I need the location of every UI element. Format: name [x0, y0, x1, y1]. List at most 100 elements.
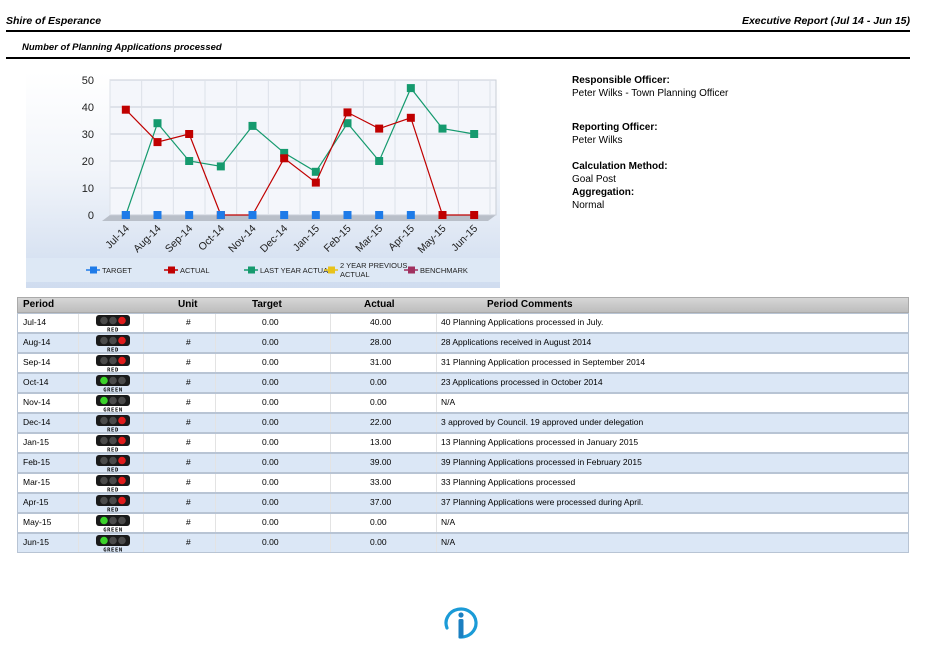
- col-unit: Unit: [178, 299, 198, 310]
- chart-panel: 0 10 20 30 40 50 Jul-14 Aug-14 Sep-14 Oct-14 Nov-1…: [26, 72, 500, 288]
- interplan-logo: [444, 607, 478, 639]
- data-point: [280, 148, 289, 157]
- comment-cell: 28 Applications received in August 2014: [441, 337, 592, 347]
- calculation-method-value: Goal Post: [572, 174, 616, 185]
- period-cell: Jan-15: [23, 437, 49, 447]
- data-point: [280, 211, 289, 219]
- comment-cell: 13 Planning Applications processed in Ja…: [441, 437, 639, 447]
- actual-cell: 37.00: [370, 497, 392, 507]
- status-label: RED: [107, 448, 119, 453]
- target-cell: 0.00: [262, 457, 279, 467]
- traffic-light-green-icon: GREEN: [96, 535, 130, 552]
- traffic-light-green-icon: GREEN: [96, 375, 130, 392]
- data-point: [185, 211, 194, 219]
- table-row: Dec-14 #0.00 22.00 3 approved by Council. 1…: [17, 413, 909, 433]
- plot-area: [109, 79, 497, 216]
- actual-cell: 13.00: [370, 437, 392, 447]
- y-tick-label: 30: [82, 129, 94, 141]
- x-tick-label: Jun-15: [449, 223, 480, 254]
- y-tick-label: 40: [82, 102, 94, 114]
- period-cell: Jun-15: [23, 537, 49, 547]
- x-tick-label: Dec-14: [258, 223, 291, 256]
- traffic-light-red-icon: RED: [96, 435, 130, 452]
- table-row: Apr-15 #0.00 37.00 37 Planning Applications…: [17, 493, 909, 513]
- status-label: RED: [107, 368, 119, 373]
- legend-label: BENCHMARK: [420, 266, 468, 275]
- target-cell: 0.00: [262, 497, 279, 507]
- status-label: RED: [107, 468, 119, 473]
- traffic-light-red-icon: RED: [96, 415, 130, 432]
- unit-cell: #: [186, 417, 191, 427]
- legend-label: ACTUAL: [180, 266, 210, 275]
- data-point: [406, 211, 415, 219]
- period-cell: Dec-14: [23, 417, 51, 427]
- reporting-officer-label: Reporting Officer:: [572, 122, 658, 133]
- y-tick-label: 10: [82, 183, 94, 195]
- traffic-light-red-icon: RED: [96, 355, 130, 372]
- data-point: [406, 113, 415, 122]
- responsible-officer-value: Peter Wilks - Town Planning Officer: [572, 88, 729, 99]
- period-cell: May-15: [23, 517, 52, 527]
- x-tick-label: Aug-14: [131, 223, 164, 256]
- data-point: [311, 211, 320, 219]
- target-cell: 0.00: [262, 417, 279, 427]
- status-label: GREEN: [103, 408, 123, 413]
- x-tick-label: May-15: [415, 223, 448, 256]
- data-point: [375, 157, 384, 165]
- col-period: Period: [23, 299, 55, 310]
- data-point: [153, 138, 162, 147]
- comment-cell: 23 Applications processed in October 201…: [441, 377, 603, 387]
- x-tick-label: Apr-15: [386, 223, 417, 254]
- legend-label: 2 YEAR PREVIOUS ACTUAL: [340, 261, 407, 279]
- unit-cell: #: [186, 397, 191, 407]
- x-tick-label: Oct-14: [196, 223, 227, 254]
- status-label: RED: [107, 348, 119, 353]
- y-tick-label: 0: [88, 210, 94, 222]
- table-row: Nov-14 #0.00 0.00 N/A GREEN: [17, 393, 909, 413]
- data-point: [343, 211, 352, 219]
- data-point: [280, 154, 289, 163]
- data-point: [470, 211, 479, 219]
- unit-cell: #: [186, 457, 191, 467]
- line-chart: 0 10 20 30 40 50 Jul-14 Aug-14 Sep-14 Oct-14 Nov-1…: [82, 75, 497, 256]
- chart-legend: TARGET ACTUAL LAST YEAR ACTUAL 2 YEAR PREVI…: [26, 258, 500, 282]
- table-row: Jul-14 #0.00 40.00 40 Planning Applications…: [17, 313, 909, 333]
- status-label: GREEN: [103, 528, 123, 533]
- period-cell: Apr-15: [23, 497, 49, 507]
- x-tick-label: Jan-15: [291, 223, 322, 254]
- legend-marker: [248, 266, 255, 274]
- responsible-officer-label: Responsible Officer:: [572, 75, 670, 86]
- reporting-officer-value: Peter Wilks: [572, 135, 623, 146]
- aggregation-value: Normal: [572, 200, 605, 211]
- data-point: [375, 124, 384, 133]
- target-cell: 0.00: [262, 437, 279, 447]
- period-cell: Sep-14: [23, 357, 51, 367]
- data-point: [343, 108, 352, 117]
- table-row: Oct-14 #0.00 0.00 23 Applications processed…: [17, 373, 909, 393]
- legend-marker: [328, 266, 335, 274]
- reporting-officer: Reporting Officer: Peter Wilks: [572, 121, 658, 147]
- comment-cell: 40 Planning Applications processed in Ju…: [441, 317, 604, 327]
- legend-label: TARGET: [102, 266, 132, 275]
- comment-cell: N/A: [441, 537, 456, 547]
- target-cell: 0.00: [262, 317, 279, 327]
- data-point: [153, 211, 162, 219]
- table-row: May-15 #0.00 0.00 N/A GREEN: [17, 513, 909, 533]
- actual-cell: 0.00: [370, 397, 387, 407]
- x-tick-label: Feb-15: [322, 223, 354, 255]
- actual-cell: 39.00: [370, 457, 392, 467]
- report-title: Executive Report (Jul 14 - Jun 15): [741, 15, 910, 27]
- data-point: [470, 130, 479, 138]
- period-cell: Jul-14: [23, 317, 47, 327]
- traffic-light-red-icon: RED: [96, 335, 130, 352]
- header-rule: [6, 30, 910, 32]
- data-point: [121, 105, 130, 114]
- data-point: [438, 211, 447, 219]
- unit-cell: #: [186, 477, 191, 487]
- data-point: [185, 157, 194, 165]
- unit-cell: #: [186, 517, 191, 527]
- data-point: [343, 119, 352, 128]
- data-point: [311, 178, 320, 187]
- calculation-method: Calculation Method: Goal Post Aggregatio…: [572, 160, 668, 212]
- data-point: [375, 211, 384, 219]
